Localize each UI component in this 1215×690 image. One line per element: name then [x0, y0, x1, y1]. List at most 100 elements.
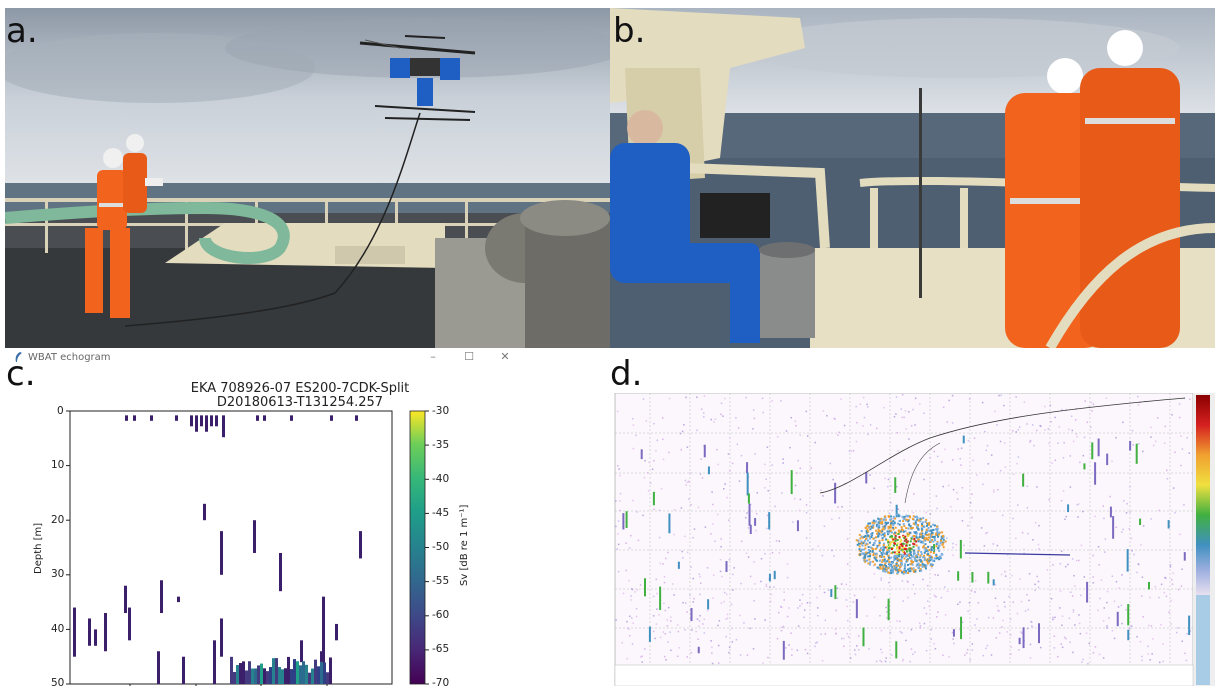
- fish-school-cell: [872, 551, 874, 553]
- echo-noise: [1138, 563, 1140, 565]
- fish-school-cell: [919, 518, 921, 520]
- fish-school-cell: [925, 549, 927, 551]
- fish-school-cell: [905, 538, 907, 540]
- echo-noise: [1170, 623, 1172, 625]
- echo-target: [747, 473, 749, 496]
- echo-noise: [817, 607, 819, 609]
- echo-noise: [1031, 625, 1033, 627]
- echo-noise: [976, 474, 978, 476]
- echo-noise: [791, 417, 793, 419]
- echo-noise: [778, 612, 780, 614]
- echo-noise: [753, 600, 755, 602]
- echo-noise: [822, 660, 824, 662]
- echo-noise: [644, 460, 646, 462]
- echo-noise: [756, 513, 758, 515]
- fish-school-cell: [906, 532, 908, 534]
- echo-noise: [987, 445, 989, 447]
- echo-noise: [931, 629, 933, 631]
- echo-noise: [739, 615, 741, 617]
- fish-school-cell: [863, 556, 865, 558]
- echo-noise: [617, 411, 619, 413]
- echo-noise: [762, 662, 764, 664]
- echo-noise: [1010, 619, 1012, 621]
- echo-target: [865, 472, 867, 483]
- echo-noise: [1141, 656, 1143, 658]
- echo-noise: [991, 454, 993, 456]
- close-button[interactable]: ✕: [497, 350, 513, 364]
- echo-noise: [648, 490, 650, 492]
- echo-noise: [1151, 625, 1153, 627]
- echo-noise: [1149, 659, 1151, 661]
- echo-noise: [969, 398, 971, 400]
- echo-noise: [703, 412, 705, 414]
- echo-noise: [670, 616, 672, 618]
- colorbar-tick: -45: [432, 507, 449, 519]
- echo-noise: [997, 605, 999, 607]
- echo-noise: [927, 600, 929, 602]
- echo-noise: [749, 628, 751, 630]
- echo-noise: [790, 632, 792, 634]
- echo-noise: [985, 533, 987, 535]
- echo-noise: [890, 632, 892, 634]
- maximize-button[interactable]: ☐: [461, 350, 477, 364]
- echo-noise: [794, 498, 796, 500]
- echo-noise: [677, 656, 679, 658]
- echo-noise: [1142, 616, 1144, 618]
- echo-noise: [1087, 422, 1089, 424]
- echo-noise: [1069, 618, 1071, 620]
- echo-target: [856, 599, 858, 618]
- echo-noise: [854, 649, 856, 651]
- echo-cell: [88, 618, 91, 645]
- fish-school-cell: [909, 548, 911, 550]
- echo-noise: [1108, 617, 1110, 619]
- fish-school-cell: [886, 551, 888, 553]
- echo-noise: [767, 447, 769, 449]
- echo-noise: [1182, 448, 1184, 450]
- echo-target: [641, 449, 643, 459]
- echo-noise: [971, 493, 973, 495]
- echo-noise: [831, 550, 833, 552]
- echo-noise: [1131, 538, 1133, 540]
- fish-school-cell: [909, 516, 911, 518]
- echo-noise: [1077, 504, 1079, 506]
- echo-noise: [881, 652, 883, 654]
- echo-noise: [681, 551, 683, 553]
- echo-noise: [636, 511, 638, 513]
- fish-school-cell: [863, 552, 865, 554]
- fish-school-cell: [912, 543, 914, 545]
- fish-school-cell: [907, 568, 909, 570]
- echo-noise: [767, 490, 769, 492]
- echo-noise: [825, 620, 827, 622]
- echo-noise: [1103, 607, 1105, 609]
- echo-noise: [851, 450, 853, 452]
- fish-school-cell: [874, 557, 876, 559]
- echo-noise: [800, 499, 802, 501]
- fish-school-cell: [904, 565, 906, 567]
- fish-school-cell: [865, 551, 867, 553]
- fish-school-cell: [890, 557, 892, 559]
- echoview-echogram[interactable]: [610, 393, 1215, 686]
- fish-school-cell: [902, 520, 904, 522]
- echo-noise: [1159, 662, 1161, 664]
- echo-noise: [1004, 571, 1006, 573]
- fish-school-cell: [920, 560, 922, 562]
- echo-noise: [632, 418, 634, 420]
- echo-cell: [150, 415, 153, 420]
- echo-noise: [656, 623, 658, 625]
- echo-noise: [1126, 503, 1128, 505]
- echo-noise: [911, 425, 913, 427]
- fish-school-cell: [915, 522, 917, 524]
- echo-noise: [693, 601, 695, 603]
- echo-target: [649, 627, 651, 642]
- fish-school-cell: [898, 515, 900, 517]
- minimize-button[interactable]: –: [425, 350, 441, 364]
- fish-school-cell: [870, 547, 872, 549]
- fish-school-cell: [870, 536, 872, 538]
- echo-noise: [1017, 613, 1019, 615]
- colorbar-tick: -65: [432, 643, 449, 655]
- echo-noise: [771, 464, 773, 466]
- echo-noise: [635, 435, 637, 437]
- echo-noise: [1020, 631, 1022, 633]
- echo-noise: [947, 591, 949, 593]
- echo-noise: [724, 592, 726, 594]
